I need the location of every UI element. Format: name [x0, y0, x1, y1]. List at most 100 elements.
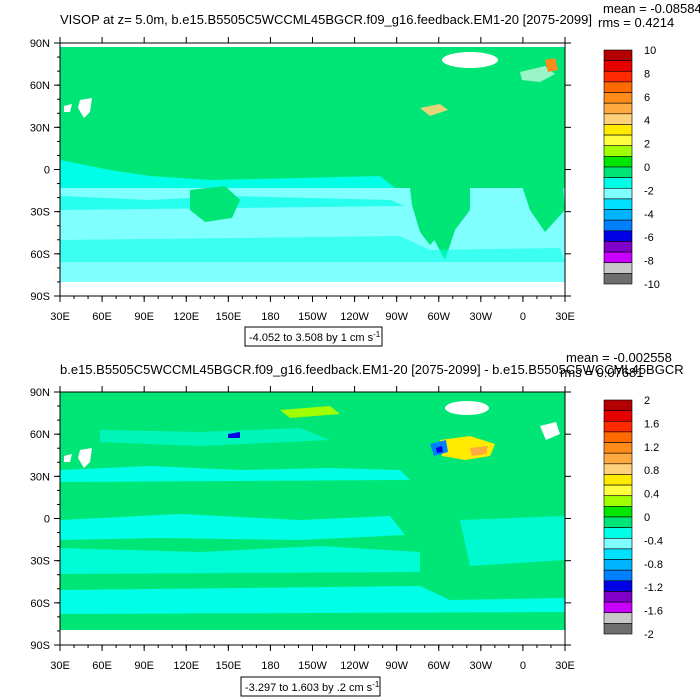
colorbar-swatch: [603, 251, 633, 264]
x-tick-label: 150E: [215, 311, 241, 323]
panel-1-mean: mean = -0.08584: [603, 1, 700, 16]
panel-2-greenland-mask: [445, 401, 489, 415]
colorbar-swatch: [603, 124, 633, 136]
panel-2-range-text: -3.297 to 1.603 by .2 cm s-1: [245, 680, 380, 694]
colorbar-label: -4: [644, 209, 654, 221]
colorbar-swatch: [603, 516, 633, 528]
colorbar-swatch: [603, 262, 633, 274]
colorbar-swatch: [603, 623, 633, 635]
colorbar-label: 10: [644, 45, 656, 57]
colorbar-label: -6: [644, 232, 654, 244]
panel-1-northern-mask: [60, 43, 565, 47]
y-tick-label: 30N: [30, 471, 50, 483]
colorbar-label: -2: [644, 185, 654, 197]
panel-2-band-a: [60, 466, 410, 482]
panel-2-black-sea-mask: [64, 454, 72, 462]
x-tick-label: 60E: [92, 660, 112, 672]
x-tick-label: 180: [261, 660, 279, 672]
panel-2-map: [60, 392, 565, 645]
panel-1-australia: [190, 186, 240, 222]
y-tick-label: 30S: [30, 556, 50, 568]
colorbar-swatch: [603, 60, 633, 72]
y-tick-label: 0: [44, 514, 50, 526]
x-tick-label: 120E: [173, 311, 199, 323]
x-tick-label: 30W: [470, 311, 493, 323]
colorbar-swatch: [603, 113, 633, 125]
y-tick-label: 60N: [30, 80, 50, 92]
colorbar-swatch: [603, 580, 633, 592]
panel-1-range-label: -4.052 to 3.508 by 1 cm s: [249, 332, 374, 344]
panel-2-antarctic-mask: [60, 630, 565, 645]
x-tick-label: 150W: [298, 311, 327, 323]
colorbar-swatch: [603, 591, 633, 603]
colorbar-swatch: [603, 241, 633, 253]
colorbar-label: -2: [644, 629, 654, 641]
x-tick-label: 120W: [340, 311, 369, 323]
panel-2-caspian-mask: [78, 448, 92, 468]
colorbar-swatch: [603, 166, 633, 178]
panel-1-black-sea-mask: [64, 104, 72, 112]
panel-2-x-axis: 30E 60E 90E 120E 150E 180 150W 120W 90W 60W 30W 0 30…: [50, 386, 575, 672]
x-tick-label: 60W: [427, 311, 450, 323]
colorbar-swatch: [603, 452, 633, 465]
panel-2-y-axis: 90N 60N 30N 0 30S 60S 90S: [30, 387, 571, 652]
y-tick-label: 60S: [30, 598, 50, 610]
colorbar-swatch: [603, 70, 633, 83]
panel-2-baltic-mask: [540, 422, 560, 440]
panel-1-acc-band: [60, 236, 565, 262]
panel-1-rms: rms = 0.4214: [598, 15, 674, 30]
colorbar-label: 0.4: [644, 489, 659, 501]
y-tick-label: 30S: [30, 207, 50, 219]
x-tick-label: 150W: [298, 660, 327, 672]
panel-2-colorbar: 2 1.6 1.2 0.8 0.4 0 -0.4 -0.8 -1.2 -1.6 -2: [603, 395, 663, 641]
panel-1-africa: [520, 148, 565, 232]
y-tick-label: 30N: [30, 122, 50, 134]
colorbar-swatch: [603, 506, 633, 518]
y-tick-label: 90S: [30, 640, 50, 652]
colorbar-swatch: [603, 527, 633, 539]
colorbar-label: 0: [644, 162, 650, 174]
colorbar-label: -1.2: [644, 582, 663, 594]
colorbar-label: 4: [644, 115, 650, 127]
panel-1-arctic-warm: [545, 58, 558, 72]
x-tick-label: 180: [261, 311, 279, 323]
y-tick-label: 60S: [30, 249, 50, 261]
panel-1-range-box: [244, 326, 383, 347]
colorbar-swatch: [603, 431, 633, 443]
colorbar-swatch: [603, 209, 633, 221]
panel-1-title: VISOP at z= 5.0m, b.e15.B5505C5WCCML45BG…: [60, 12, 592, 27]
panel-1-south-america: [410, 180, 455, 245]
panel-2-kuroshio-blue: [228, 432, 240, 438]
x-tick-label: 90W: [385, 660, 408, 672]
colorbar-swatch: [603, 484, 633, 497]
colorbar-label: -0.8: [644, 559, 663, 571]
y-tick-label: 90S: [30, 291, 50, 303]
colorbar-swatch: [603, 612, 633, 624]
colorbar-swatch: [603, 548, 633, 560]
panel-1-atlantic-warm: [420, 104, 448, 116]
panel-1-y-axis: 90N 60N 30N 0 30S 60S 90S: [30, 38, 571, 303]
panel-1-arctic-light: [520, 66, 555, 82]
panel-1-range-text: -4.052 to 3.508 by 1 cm s-1: [249, 330, 381, 344]
colorbar-label: 1.2: [644, 442, 659, 454]
x-tick-label: 30E: [50, 311, 70, 323]
colorbar-label: 0.8: [644, 465, 659, 477]
colorbar-swatch: [603, 273, 633, 285]
x-tick-label: 90E: [134, 311, 154, 323]
colorbar-swatch: [603, 156, 633, 168]
panel-2-rms: rms = 0.07681: [560, 365, 643, 380]
panel-2-pacific-lime: [280, 406, 340, 418]
colorbar-label: -10: [644, 279, 660, 291]
x-tick-label: 90E: [134, 660, 154, 672]
colorbar-swatch: [603, 399, 633, 411]
colorbar-swatch: [603, 198, 633, 210]
panel-2-range-label: -3.297 to 1.603 by .2 cm s: [245, 682, 373, 694]
colorbar-swatch: [603, 230, 633, 242]
colorbar-swatch: [603, 463, 633, 475]
panel-2-atlantic-orange: [470, 446, 488, 456]
panel-2-range-unit: -1: [372, 680, 380, 689]
colorbar-swatch: [603, 177, 633, 189]
panel-2-band-d: [60, 586, 565, 614]
panel-1-x-axis: 30E 60E 90E 120E 150E 180 150W 120W 90W 60W 30W 0 30…: [50, 37, 575, 323]
